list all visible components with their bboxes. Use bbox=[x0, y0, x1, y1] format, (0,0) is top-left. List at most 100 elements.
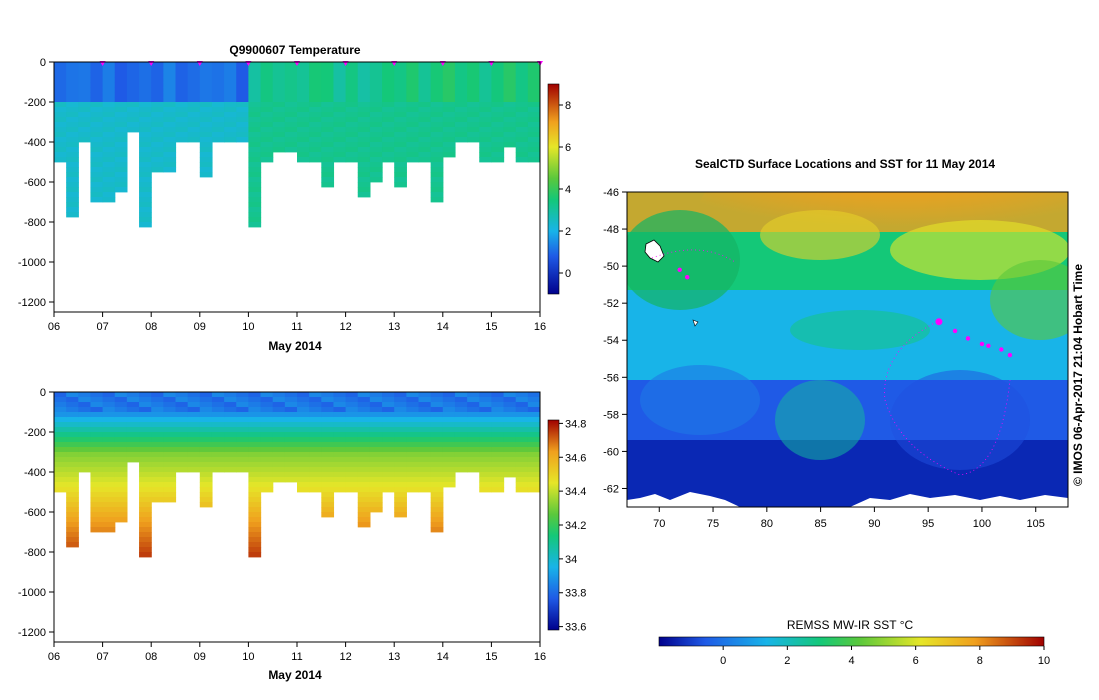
heatmap-cell bbox=[284, 392, 298, 398]
heatmap-cell bbox=[199, 392, 213, 398]
heatmap-cell bbox=[66, 427, 79, 433]
heatmap-cell bbox=[333, 97, 347, 103]
heatmap-cell bbox=[102, 137, 116, 143]
heatmap-cell bbox=[394, 172, 407, 178]
heatmap-cell bbox=[382, 107, 395, 113]
heatmap-cell bbox=[527, 462, 540, 468]
heatmap-cell bbox=[430, 172, 444, 178]
heatmap-cell bbox=[503, 457, 517, 463]
heatmap-cell bbox=[479, 152, 492, 158]
heatmap-cell bbox=[102, 432, 116, 438]
heatmap-cell bbox=[151, 482, 164, 488]
heatmap-cell bbox=[297, 462, 310, 468]
heatmap-cell bbox=[102, 172, 116, 178]
heatmap-cell bbox=[418, 142, 432, 148]
heatmap-cell bbox=[369, 117, 383, 123]
heatmap-cell bbox=[284, 132, 298, 138]
heatmap-cell bbox=[333, 412, 347, 418]
heatmap-cell bbox=[418, 447, 432, 453]
heatmap-cell bbox=[78, 92, 92, 98]
heatmap-cell bbox=[102, 512, 116, 518]
heatmap-cell bbox=[394, 177, 407, 183]
temperature-y-axis: 0-200-400-600-800-1000-1200 bbox=[18, 57, 54, 309]
heatmap-cell bbox=[114, 122, 128, 128]
heatmap-cell bbox=[260, 157, 274, 163]
heatmap-cell bbox=[248, 502, 262, 508]
heatmap-cell bbox=[54, 107, 67, 113]
heatmap-cell bbox=[491, 107, 505, 113]
heatmap-cell bbox=[151, 167, 164, 173]
seal-track-points bbox=[677, 267, 1013, 358]
heatmap-cell bbox=[430, 62, 444, 68]
heatmap-cell bbox=[297, 397, 310, 403]
heatmap-cell bbox=[114, 167, 128, 173]
heatmap-cell bbox=[90, 87, 104, 93]
heatmap-cell bbox=[333, 427, 347, 433]
heatmap-cell bbox=[54, 432, 67, 438]
heatmap-cell bbox=[333, 107, 347, 113]
salinity-heatmap bbox=[54, 392, 540, 558]
heatmap-cell bbox=[102, 502, 116, 508]
heatmap-cell bbox=[491, 467, 505, 473]
heatmap-cell bbox=[297, 82, 310, 88]
heatmap-cell bbox=[321, 452, 335, 458]
heatmap-cell bbox=[151, 152, 164, 158]
heatmap-cell bbox=[248, 482, 262, 488]
heatmap-cell bbox=[236, 67, 249, 73]
heatmap-cell bbox=[114, 512, 128, 518]
heatmap-cell bbox=[90, 422, 104, 428]
heatmap-cell bbox=[163, 447, 177, 453]
heatmap-cell bbox=[272, 457, 286, 463]
heatmap-cell bbox=[467, 72, 480, 78]
heatmap-cell bbox=[66, 467, 79, 473]
heatmap-cell bbox=[139, 212, 152, 218]
heatmap-cell bbox=[114, 517, 128, 523]
heatmap-cell bbox=[114, 402, 128, 408]
x-tick-label: 11 bbox=[291, 651, 302, 663]
heatmap-cell bbox=[187, 132, 201, 138]
heatmap-cell bbox=[126, 102, 140, 108]
heatmap-cell bbox=[114, 102, 128, 108]
heatmap-cell bbox=[90, 402, 104, 408]
heatmap-cell bbox=[309, 82, 322, 88]
heatmap-cell bbox=[78, 392, 92, 398]
heatmap-cell bbox=[418, 402, 432, 408]
x-tick-label: 16 bbox=[534, 651, 546, 663]
heatmap-cell bbox=[272, 427, 286, 433]
heatmap-cell bbox=[479, 82, 492, 88]
heatmap-cell bbox=[442, 127, 456, 133]
heatmap-cell bbox=[418, 82, 432, 88]
heatmap-cell bbox=[309, 107, 322, 113]
heatmap-cell bbox=[357, 132, 371, 138]
heatmap-cell bbox=[284, 97, 298, 103]
heatmap-cell bbox=[284, 82, 298, 88]
heatmap-cell bbox=[102, 162, 116, 168]
heatmap-cell bbox=[357, 517, 371, 523]
heatmap-cell bbox=[224, 132, 237, 138]
heatmap-cell bbox=[321, 62, 335, 68]
heatmap-cell bbox=[114, 107, 128, 113]
heatmap-cell bbox=[102, 427, 116, 433]
heatmap-cell bbox=[357, 432, 371, 438]
heatmap-cell bbox=[78, 72, 92, 78]
heatmap-cell bbox=[163, 97, 177, 103]
heatmap-cell bbox=[442, 87, 456, 93]
heatmap-cell bbox=[297, 467, 310, 473]
heatmap-cell bbox=[467, 102, 480, 108]
heatmap-cell bbox=[479, 122, 492, 128]
heatmap-cell bbox=[66, 127, 79, 133]
heatmap-cell bbox=[430, 462, 444, 468]
lat-tick-label: -62 bbox=[603, 483, 619, 495]
heatmap-cell bbox=[272, 72, 286, 78]
heatmap-cell bbox=[406, 422, 420, 428]
heatmap-cell bbox=[515, 127, 529, 133]
heatmap-cell bbox=[224, 452, 237, 458]
heatmap-cell bbox=[151, 102, 164, 108]
heatmap-cell bbox=[211, 457, 225, 463]
heatmap-cell bbox=[102, 447, 116, 453]
heatmap-cell bbox=[309, 97, 322, 103]
heatmap-cell bbox=[309, 472, 322, 478]
heatmap-cell bbox=[454, 417, 468, 423]
heatmap-cell bbox=[491, 397, 505, 403]
heatmap-cell bbox=[467, 137, 480, 143]
